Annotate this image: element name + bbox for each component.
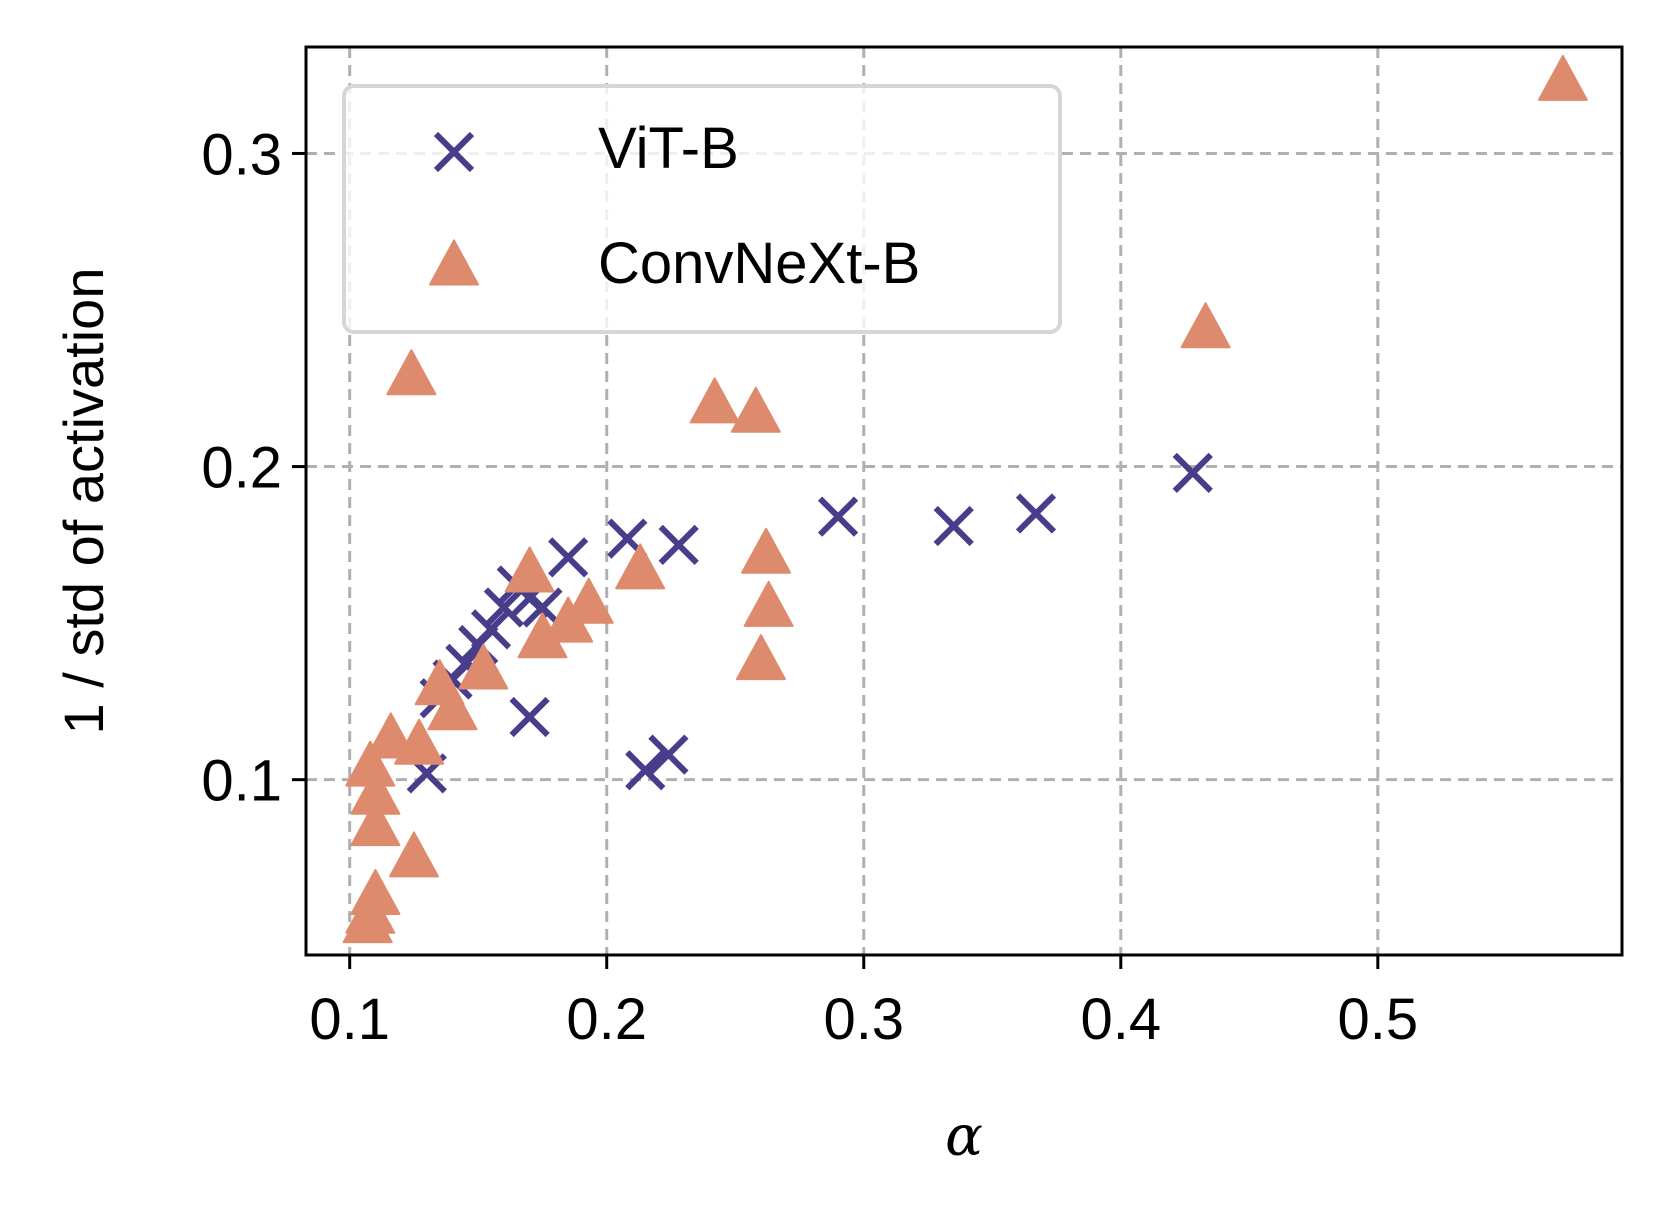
vit-b-point	[933, 505, 974, 547]
convnext-b-point	[1537, 54, 1588, 101]
vit-b-point	[625, 750, 666, 791]
x-tick-label: 0.1	[309, 987, 390, 1052]
convnext-b-point	[427, 684, 478, 731]
convnext-b-point	[1180, 302, 1231, 349]
vit-b-point	[548, 537, 589, 578]
convnext-b-point	[458, 643, 509, 690]
y-tick-label: 0.1	[201, 749, 282, 814]
convnext-b-point	[504, 546, 555, 593]
convnext-b-point	[386, 349, 437, 396]
x-tick-label: 0.2	[566, 987, 647, 1052]
convnext-b-point	[394, 718, 445, 765]
vit-b-point	[470, 609, 512, 650]
convnext-b-point	[730, 386, 781, 433]
x-tick-label: 0.3	[823, 987, 904, 1052]
convnext-b-point	[350, 800, 401, 847]
vit-b-point	[1015, 493, 1057, 534]
y-tick-label: 0.2	[201, 436, 282, 501]
convnext-b-point	[689, 377, 740, 424]
legend-label-convnext-b: ConvNeXt-B	[598, 231, 920, 296]
legend-marker-convnext-b	[429, 239, 479, 286]
legend-markers	[429, 131, 479, 286]
convnext-b-point	[735, 634, 786, 681]
x-tick-label: 0.4	[1080, 987, 1161, 1052]
plot-frame	[304, 45, 1624, 957]
convnext-b-point	[342, 897, 393, 944]
legend: ViT-B ConvNeXt-B	[342, 84, 1062, 334]
convnext-b-point	[741, 527, 792, 574]
convnext-b-point	[743, 580, 794, 627]
legend-marker-vit-b	[433, 131, 475, 173]
y-axis-label: 1 / std of activation	[52, 268, 115, 735]
x-axis-label: α	[945, 1104, 983, 1169]
x-tick-label: 0.5	[1338, 987, 1419, 1052]
legend-label-vit-b: ViT-B	[598, 116, 739, 181]
convnext-b-point	[388, 831, 439, 878]
y-tick-label: 0.3	[201, 122, 282, 187]
vit-b-point	[522, 587, 563, 628]
convnext-b-point	[563, 577, 614, 624]
vit-b-point	[648, 734, 689, 775]
axis-ticks: 0.1 0.2 0.3 0.4 0.5 0.1 0.2 0.3	[201, 122, 1418, 1052]
legend-box	[342, 84, 1062, 334]
vit-b-point	[658, 524, 699, 565]
vit-b-point	[509, 696, 550, 738]
vit-b-point	[1172, 452, 1213, 493]
convnext-b-point	[365, 712, 416, 759]
data-points	[342, 54, 1588, 944]
vit-b-point	[483, 587, 525, 628]
vit-b-point	[817, 496, 859, 537]
convnext-b-point	[615, 543, 666, 590]
